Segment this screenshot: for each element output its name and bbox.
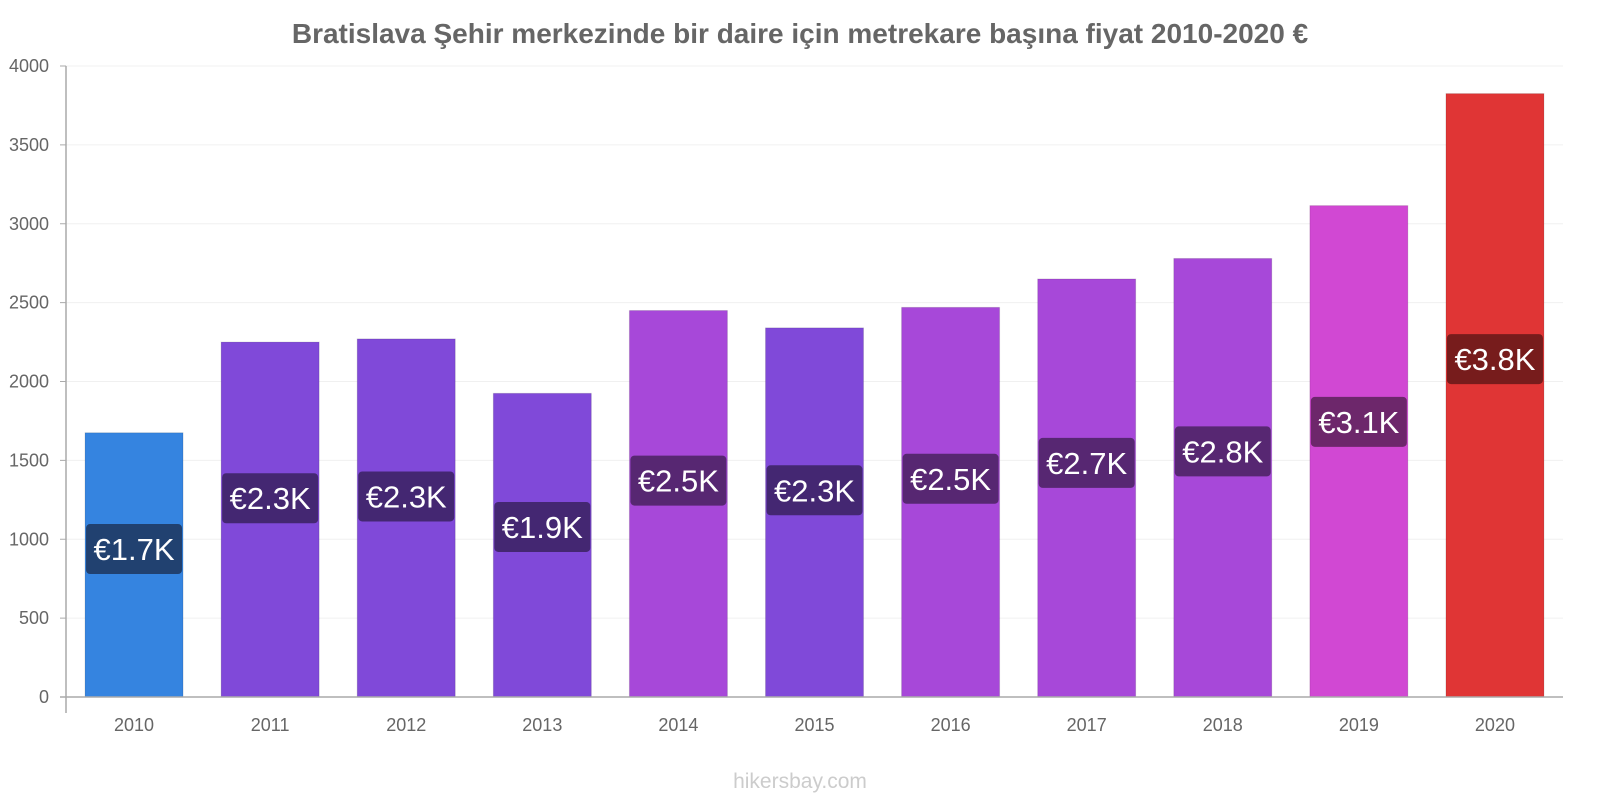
- chart-title: Bratislava Şehir merkezinde bir daire iç…: [292, 18, 1309, 49]
- data-label-text: €1.9K: [502, 510, 583, 545]
- data-label-text: €3.8K: [1454, 342, 1535, 377]
- bars: [84, 93, 1545, 698]
- x-tick-label: 2017: [1067, 715, 1107, 735]
- x-tick-label: 2016: [931, 715, 971, 735]
- data-label-text: €2.7K: [1046, 446, 1127, 481]
- data-label-text: €2.3K: [366, 479, 447, 514]
- data-label-box: [1310, 396, 1407, 447]
- data-label-2013: €1.9K: [494, 501, 591, 552]
- bar-2019: [1309, 205, 1409, 698]
- data-label-box: [766, 465, 863, 516]
- data-label-2011: €2.3K: [222, 473, 319, 524]
- data-label-text: €2.3K: [774, 473, 855, 508]
- y-tick-label: 3500: [9, 135, 49, 155]
- data-label-2012: €2.3K: [358, 471, 455, 522]
- data-label-box: [1174, 426, 1271, 477]
- y-tick-label: 1500: [9, 450, 49, 470]
- data-label-2014: €2.5K: [630, 455, 727, 506]
- data-label-text: €2.5K: [910, 462, 991, 497]
- x-tick-label: 2011: [251, 715, 290, 735]
- data-label-box: [902, 453, 999, 504]
- data-label-text: €1.7K: [94, 532, 175, 567]
- y-tick-label: 0: [39, 687, 49, 707]
- y-tick-label: 2500: [9, 293, 49, 313]
- y-tick-label: 3000: [9, 214, 49, 234]
- bar-2018: [1173, 257, 1273, 698]
- data-label-2018: €2.8K: [1174, 426, 1271, 477]
- y-tick-label: 500: [19, 608, 49, 628]
- data-label-box: [222, 473, 319, 524]
- data-label-box: [494, 501, 591, 552]
- watermark-text: hikersbay.com: [733, 770, 867, 793]
- y-tick-label: 1000: [9, 529, 49, 549]
- x-tick-label: 2013: [522, 715, 562, 735]
- y-tick-label: 4000: [9, 56, 49, 76]
- data-label-text: €2.5K: [638, 464, 719, 499]
- data-label-text: €2.3K: [230, 481, 311, 516]
- data-label-text: €2.8K: [1182, 434, 1263, 469]
- bar-2020: [1445, 93, 1545, 698]
- x-tick-label: 2015: [794, 715, 834, 735]
- data-label-2010: €1.7K: [86, 524, 183, 575]
- data-label-2020: €3.8K: [1446, 334, 1543, 385]
- y-tick-label: 2000: [9, 372, 49, 392]
- data-label-box: [1038, 437, 1135, 488]
- data-label-box: [1446, 334, 1543, 385]
- data-label-2019: €3.1K: [1310, 396, 1407, 447]
- data-labels: €1.7K €2.3K €2.3K €1.9K €2.5K €2.3K €2.5K €2.7K…: [86, 334, 1543, 575]
- x-tick-label: 2018: [1203, 715, 1243, 735]
- axes: [60, 65, 1563, 713]
- bar-2017: [1037, 278, 1137, 698]
- x-tick-label: 2012: [386, 715, 426, 735]
- data-label-2015: €2.3K: [766, 465, 863, 516]
- x-tick-label: 2020: [1475, 715, 1515, 735]
- data-label-box: [86, 524, 183, 575]
- x-tick-label: 2010: [114, 715, 154, 735]
- tick-labels: 0 500 1000 1500 2000 2500 3000 3500 4000 2010 2011…: [9, 56, 1515, 735]
- data-label-box: [630, 455, 727, 506]
- x-tick-label: 2014: [658, 715, 698, 735]
- data-label-2016: €2.5K: [902, 453, 999, 504]
- data-label-2017: €2.7K: [1038, 437, 1135, 488]
- data-label-text: €3.1K: [1318, 405, 1399, 440]
- data-label-box: [358, 471, 455, 522]
- x-tick-label: 2019: [1339, 715, 1379, 735]
